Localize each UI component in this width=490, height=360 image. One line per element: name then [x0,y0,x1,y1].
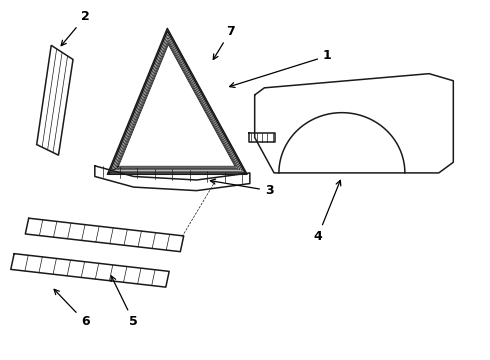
Text: 1: 1 [230,49,332,87]
Text: 3: 3 [210,179,273,197]
Text: 7: 7 [213,24,235,59]
Text: 2: 2 [61,10,90,46]
Text: 6: 6 [54,289,90,328]
Text: 5: 5 [111,276,138,328]
Text: 4: 4 [313,180,341,243]
